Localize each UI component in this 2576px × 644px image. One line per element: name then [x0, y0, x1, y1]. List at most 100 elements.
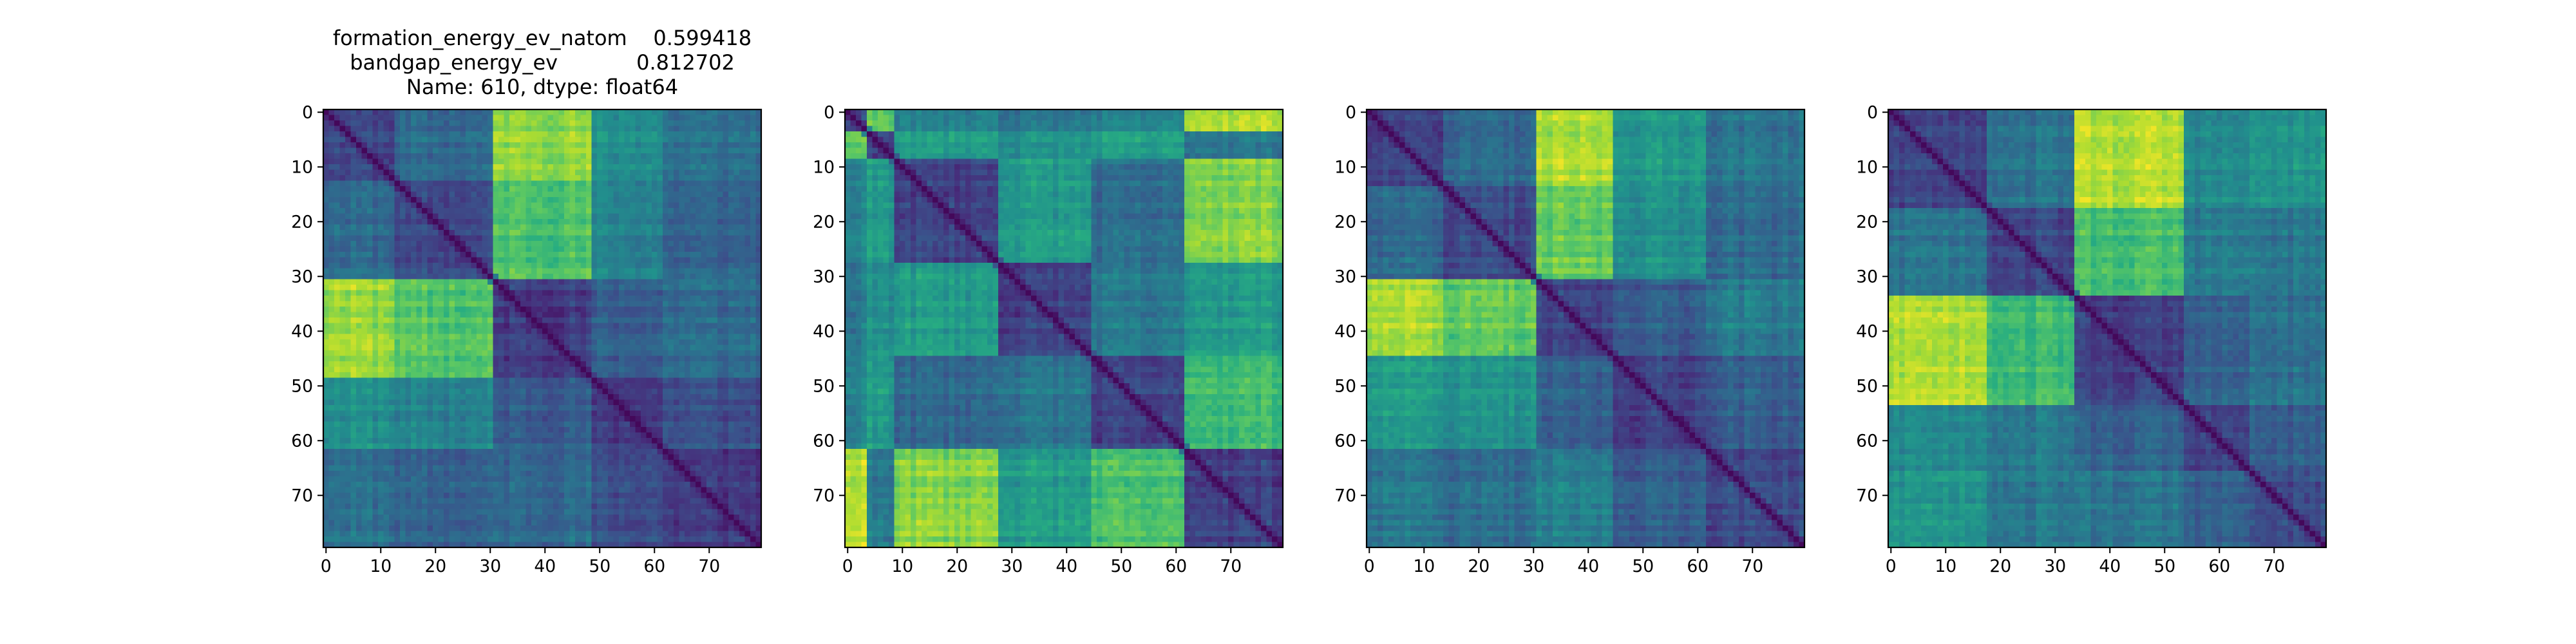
heatmap-cell	[417, 323, 422, 329]
heatmap-cell	[509, 350, 515, 356]
heatmap-cell	[400, 328, 406, 334]
heatmap-cell	[378, 131, 384, 137]
heatmap-cell	[520, 148, 526, 154]
heatmap-cell	[597, 208, 603, 214]
heatmap-cell	[466, 170, 471, 176]
heatmap-cell	[553, 356, 559, 362]
heatmap-cell	[674, 433, 679, 439]
heatmap-cell	[471, 142, 477, 148]
heatmap-cell	[504, 126, 510, 132]
heatmap-cell	[696, 181, 701, 187]
heatmap-cell	[417, 192, 422, 198]
heatmap-cell	[351, 137, 357, 143]
heatmap-cell	[340, 214, 346, 220]
heatmap-cell	[378, 438, 384, 444]
heatmap-cell	[488, 394, 493, 400]
heatmap-cell	[406, 263, 412, 269]
heatmap-cell	[411, 334, 417, 340]
heatmap-cell	[334, 433, 340, 439]
heatmap-cell	[734, 175, 740, 181]
heatmap-cell	[504, 296, 510, 301]
heatmap-cell	[384, 274, 390, 279]
heatmap-cell	[745, 411, 751, 417]
heatmap-cell	[712, 148, 718, 154]
heatmap-cell	[455, 181, 460, 187]
heatmap-cell	[668, 252, 674, 258]
heatmap-cell	[723, 444, 729, 450]
heatmap-cell	[422, 225, 428, 231]
heatmap-cell	[575, 208, 581, 214]
heatmap-cell	[482, 263, 488, 269]
heatmap-cell	[739, 236, 745, 242]
heatmap-cell	[378, 263, 384, 269]
heatmap-cell	[717, 317, 723, 323]
heatmap-cell	[548, 269, 554, 274]
heatmap-cell	[679, 263, 685, 269]
heatmap-cell	[559, 279, 565, 285]
heatmap-cell	[395, 383, 401, 389]
heatmap-cell	[739, 126, 745, 132]
heatmap-cell	[466, 378, 471, 384]
heatmap-cell	[323, 230, 329, 236]
heatmap-cell	[734, 241, 740, 247]
heatmap-cell	[614, 296, 620, 301]
heatmap-cell	[597, 186, 603, 192]
heatmap-cell	[723, 252, 729, 258]
heatmap-cell	[345, 438, 351, 444]
heatmap-cell	[592, 411, 598, 417]
heatmap-cell	[378, 279, 384, 285]
heatmap-cell	[504, 444, 510, 450]
heatmap-cell	[356, 219, 362, 225]
heatmap-cell	[564, 323, 570, 329]
heatmap-cell	[444, 350, 450, 356]
heatmap-cell	[531, 367, 537, 373]
heatmap-cell	[400, 378, 406, 384]
heatmap-cell	[323, 427, 329, 433]
heatmap-cell	[450, 290, 455, 296]
heatmap-cell	[630, 394, 636, 400]
heatmap-cell	[400, 301, 406, 307]
heatmap-cell	[455, 120, 460, 126]
heatmap-cell	[674, 274, 679, 279]
heatmap-cell	[417, 159, 422, 165]
heatmap-cell	[395, 241, 401, 247]
heatmap-cell	[559, 361, 565, 367]
heatmap-cell	[696, 400, 701, 406]
heatmap-cell	[444, 126, 450, 132]
heatmap-cell	[378, 290, 384, 296]
heatmap-cell	[515, 153, 521, 159]
heatmap-cell	[647, 247, 652, 252]
heatmap-cell	[373, 197, 379, 203]
heatmap-cell	[450, 411, 455, 417]
heatmap-cell	[706, 131, 712, 137]
heatmap-cell	[739, 230, 745, 236]
heatmap-cell	[537, 433, 543, 439]
heatmap-cell	[389, 345, 395, 351]
heatmap-cell	[334, 307, 340, 312]
heatmap-cell	[537, 378, 543, 384]
heatmap-cell	[548, 301, 554, 307]
heatmap-cell	[493, 252, 499, 258]
heatmap-cell	[553, 214, 559, 220]
heatmap-cell	[400, 383, 406, 389]
heatmap-cell	[581, 247, 587, 252]
heatmap-cell	[422, 356, 428, 362]
heatmap-cell	[531, 296, 537, 301]
heatmap-cell	[641, 252, 647, 258]
heatmap-cell	[575, 383, 581, 389]
heatmap-cell	[658, 126, 663, 132]
heatmap-cell	[570, 411, 576, 417]
heatmap-cell	[597, 197, 603, 203]
heatmap-cell	[466, 230, 471, 236]
heatmap-cell	[701, 219, 707, 225]
heatmap-cell	[362, 328, 368, 334]
heatmap-cell	[378, 208, 384, 214]
heatmap-cell	[717, 285, 723, 290]
heatmap-cell	[614, 285, 620, 290]
heatmap-cell	[597, 247, 603, 252]
heatmap-cell	[471, 225, 477, 231]
heatmap-cell	[384, 345, 390, 351]
heatmap-cell	[460, 307, 466, 312]
heatmap-cell	[520, 214, 526, 220]
heatmap-cell	[750, 307, 756, 312]
